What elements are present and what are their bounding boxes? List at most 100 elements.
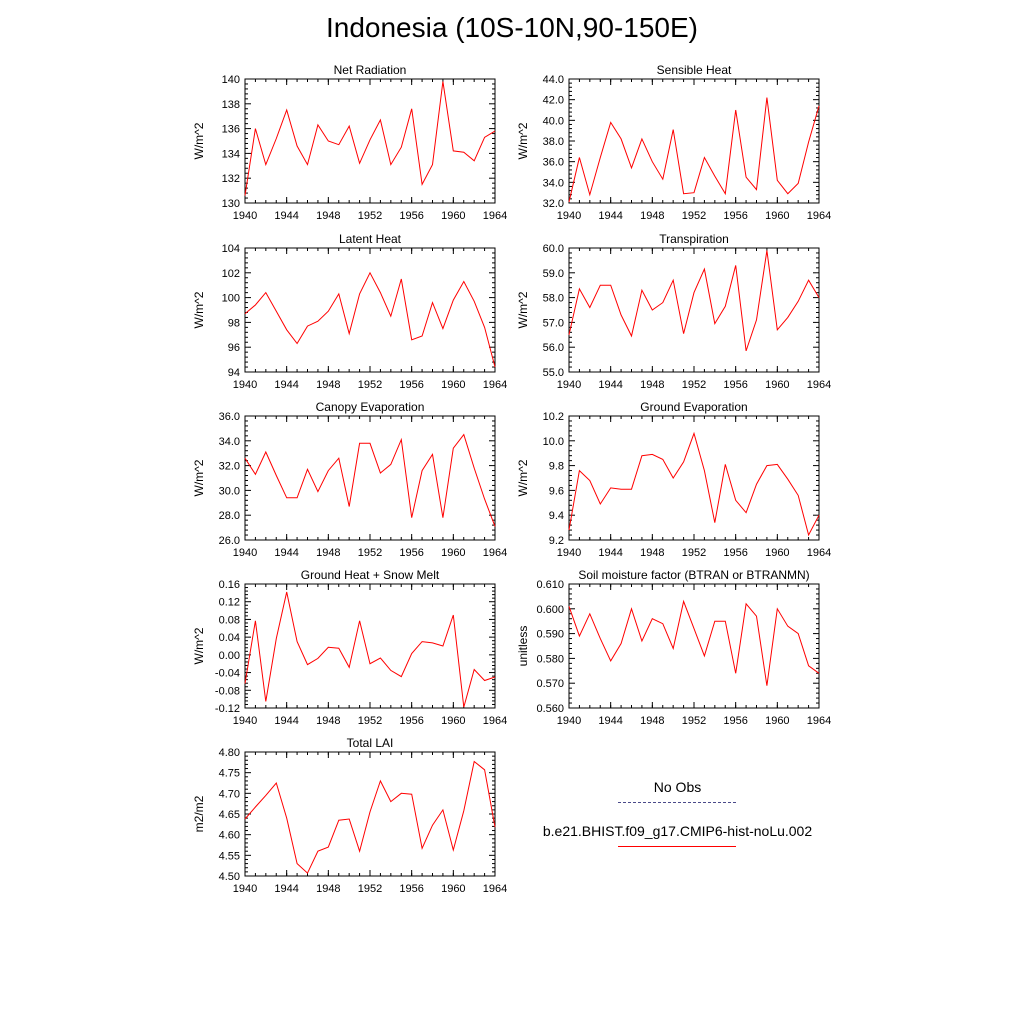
x-tick-label: 1940 <box>233 547 257 559</box>
x-tick-label: 1964 <box>807 547 831 559</box>
panel-title: Latent Heat <box>339 232 402 246</box>
series-line-0 <box>568 599 820 686</box>
y-tick-label: 0.590 <box>536 629 564 641</box>
y-tick-label: 42.0 <box>543 95 564 107</box>
y-tick-label: 34.0 <box>543 177 564 189</box>
y-tick-label: 36.0 <box>219 411 240 423</box>
x-tick-label: 1960 <box>441 715 465 727</box>
x-tick-label: 1964 <box>483 547 507 559</box>
panel-frame <box>244 415 496 541</box>
x-tick-label: 1952 <box>358 379 382 391</box>
panel-title: Net Radiation <box>334 63 407 77</box>
x-tick-label: 1964 <box>483 883 507 895</box>
x-tick-label: 1944 <box>598 379 622 391</box>
y-axis-label: m2/m2 <box>192 795 206 832</box>
y-axis-label: W/m^2 <box>192 459 206 496</box>
x-tick-label: 1956 <box>723 547 747 559</box>
x-tick-label: 1964 <box>807 210 831 222</box>
panel-3: Transpiration W/m^2 1940 1944 1948 1952 1956 19… <box>516 232 831 391</box>
x-tick-label: 1948 <box>640 547 664 559</box>
x-tick-label: 1940 <box>233 715 257 727</box>
y-tick-label: 0.16 <box>219 579 240 591</box>
panel-title: Ground Evaporation <box>640 400 747 414</box>
x-tick-label: 1956 <box>399 715 423 727</box>
series-line-0 <box>244 760 496 874</box>
x-tick-label: 1940 <box>557 210 581 222</box>
y-tick-label: 40.0 <box>543 115 564 127</box>
x-tick-label: 1940 <box>233 379 257 391</box>
y-tick-label: 10.2 <box>543 411 564 423</box>
x-tick-label: 1956 <box>723 715 747 727</box>
y-tick-label: 0.04 <box>219 632 240 644</box>
y-tick-label: 0.610 <box>536 579 564 591</box>
figure-title: Indonesia (10S-10N,90-150E) <box>325 12 698 43</box>
y-tick-label: -0.12 <box>215 703 240 715</box>
x-tick-label: 1944 <box>598 210 622 222</box>
y-tick-label: 30.0 <box>219 485 240 497</box>
panel-2: Latent Heat W/m^2 1940 1944 1948 1952 1956 1960… <box>192 232 507 391</box>
y-tick-label: 4.65 <box>219 809 240 821</box>
x-tick-label: 1960 <box>765 379 789 391</box>
x-tick-label: 1956 <box>399 883 423 895</box>
panel-frame <box>244 247 496 373</box>
y-tick-label: 4.55 <box>219 850 240 862</box>
y-tick-label: 57.0 <box>543 317 564 329</box>
x-tick-label: 1948 <box>640 379 664 391</box>
x-tick-label: 1956 <box>399 379 423 391</box>
x-tick-label: 1952 <box>358 210 382 222</box>
y-tick-label: 4.60 <box>219 830 240 842</box>
panel-title: Sensible Heat <box>657 63 732 77</box>
y-tick-label: 94 <box>228 367 240 379</box>
y-tick-label: 0.570 <box>536 678 564 690</box>
legend: No Obs b.e21.BHIST.f09_g17.CMIP6-hist-no… <box>520 776 835 864</box>
y-tick-label: 100 <box>222 293 240 305</box>
series-line-0 <box>244 591 496 708</box>
x-tick-label: 1960 <box>765 547 789 559</box>
x-tick-label: 1940 <box>557 715 581 727</box>
y-tick-label: 9.8 <box>549 461 564 473</box>
x-tick-label: 1964 <box>483 379 507 391</box>
y-tick-label: 10.0 <box>543 436 564 448</box>
x-tick-label: 1944 <box>274 547 298 559</box>
x-tick-label: 1960 <box>441 547 465 559</box>
x-tick-label: 1948 <box>316 883 340 895</box>
y-axis-label: W/m^2 <box>192 627 206 664</box>
y-tick-label: 56.0 <box>543 342 564 354</box>
y-tick-label: 4.75 <box>219 768 240 780</box>
x-tick-label: 1952 <box>682 715 706 727</box>
x-tick-label: 1944 <box>274 210 298 222</box>
y-tick-label: 102 <box>222 268 240 280</box>
y-tick-label: 96 <box>228 342 240 354</box>
panel-title: Soil moisture factor (BTRAN or BTRANMN) <box>578 568 809 582</box>
legend-label-model: b.e21.BHIST.f09_g17.CMIP6-hist-noLu.002 <box>542 823 813 839</box>
panel-frame <box>568 78 820 204</box>
y-axis-label: W/m^2 <box>516 459 530 496</box>
y-tick-label: 59.0 <box>543 268 564 280</box>
y-tick-label: 98 <box>228 317 240 329</box>
panel-6: Ground Heat + Snow Melt W/m^2 1940 1944 1948… <box>192 568 507 727</box>
x-tick-label: 1948 <box>316 547 340 559</box>
legend-swatch-model <box>618 846 736 847</box>
series-line-0 <box>244 271 496 368</box>
x-tick-label: 1948 <box>316 210 340 222</box>
y-tick-label: 136 <box>222 124 240 136</box>
x-tick-label: 1944 <box>598 715 622 727</box>
y-tick-label: 0.08 <box>219 614 240 626</box>
series-line-0 <box>568 97 820 203</box>
x-tick-label: 1948 <box>640 210 664 222</box>
y-axis-label: W/m^2 <box>516 291 530 328</box>
x-tick-label: 1944 <box>598 547 622 559</box>
y-axis-label: unitless <box>516 626 530 667</box>
panel-frame <box>568 247 820 373</box>
x-tick-label: 1952 <box>682 210 706 222</box>
y-tick-label: 0.560 <box>536 703 564 715</box>
x-tick-label: 1940 <box>233 210 257 222</box>
y-tick-label: -0.04 <box>215 668 240 680</box>
legend-label-obs: No Obs <box>653 779 702 795</box>
y-tick-label: 9.4 <box>549 510 564 522</box>
x-tick-label: 1944 <box>274 883 298 895</box>
y-tick-label: 32.0 <box>219 461 240 473</box>
x-tick-label: 1940 <box>557 379 581 391</box>
y-tick-label: 130 <box>222 198 240 210</box>
